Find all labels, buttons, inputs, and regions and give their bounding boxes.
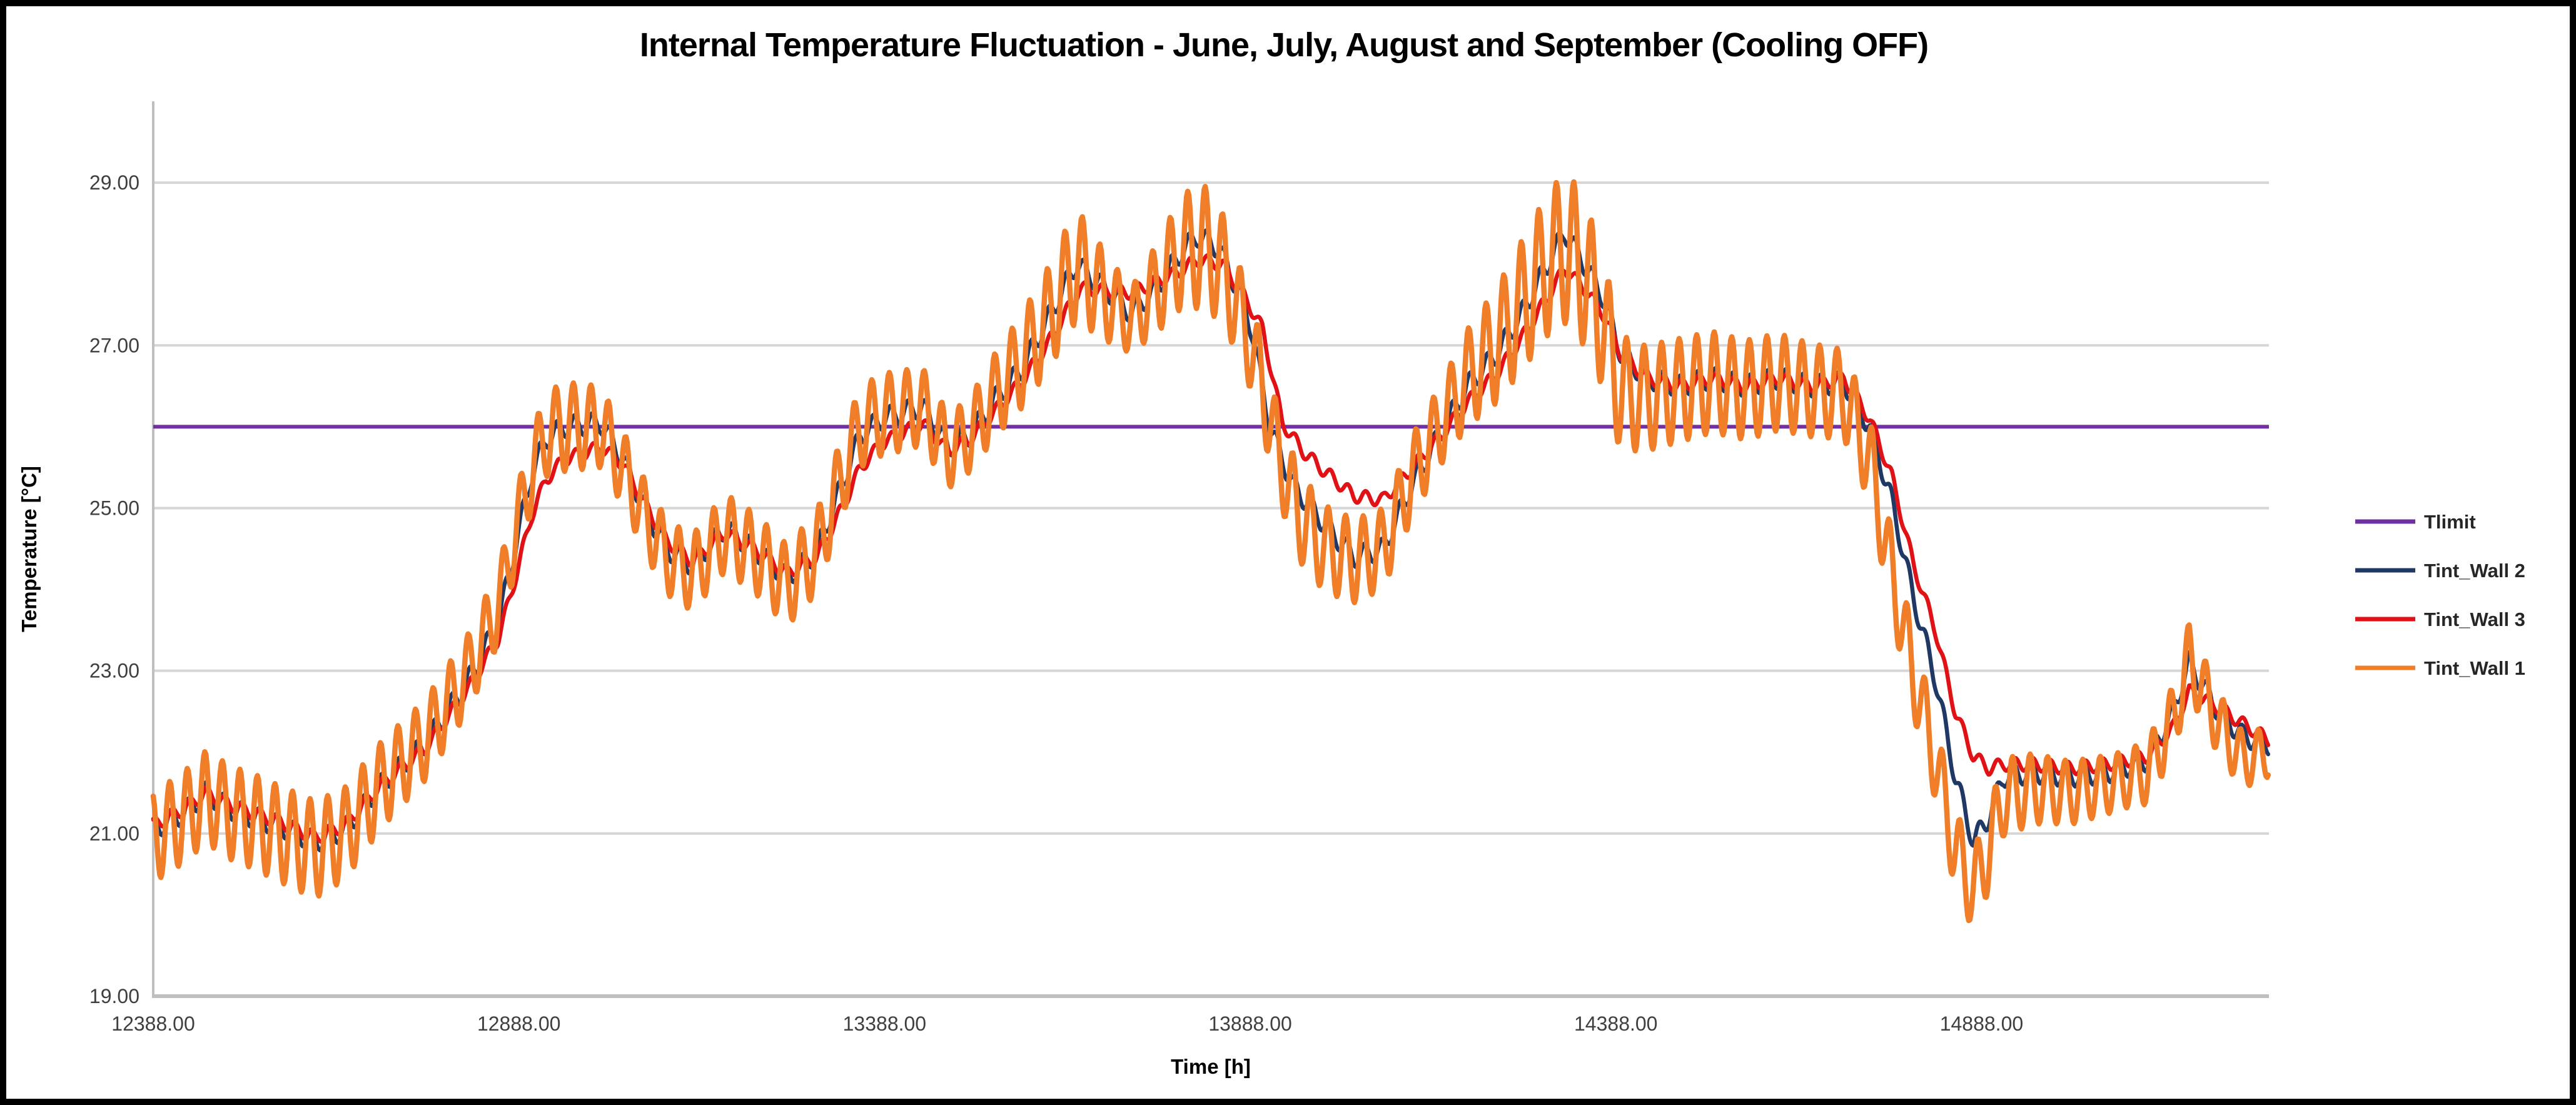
y-tick-label: 27.00: [89, 334, 139, 356]
legend-label-tint-wall-3: Tint_Wall 3: [2424, 608, 2525, 630]
chart-title: Internal Temperature Fluctuation - June,…: [640, 26, 1928, 64]
legend-label-tint-wall-2: Tint_Wall 2: [2424, 560, 2525, 582]
x-tick-label: 12388.00: [111, 1012, 194, 1035]
legend-label-tlimit: Tlimit: [2424, 511, 2476, 533]
x-tick-label: 12888.00: [477, 1012, 560, 1035]
legend-item: Tint_Wall 3: [2355, 608, 2525, 630]
axes-layer: [152, 101, 2269, 998]
x-tick-label: 13388.00: [843, 1012, 926, 1035]
legend-item: Tint_Wall 2: [2355, 560, 2525, 582]
temperature-chart: Internal Temperature Fluctuation - June,…: [18, 26, 2525, 1078]
legend-label-tint-wall-1: Tint_Wall 1: [2424, 657, 2525, 679]
legend-item: Tint_Wall 1: [2355, 657, 2525, 679]
y-tick-label: 23.00: [89, 660, 139, 682]
y-axis-title: Temperature [°C]: [18, 466, 41, 632]
y-tick-label: 25.00: [89, 497, 139, 519]
legend: Tlimit Tint_Wall 2 Tint_Wall 3 Tint_Wall 1: [2355, 511, 2525, 679]
x-tick-label: 14388.00: [1574, 1012, 1657, 1035]
gridlines-layer: 19.00 21.00 23.00 25.00 27.00 29.00 12388.00 12…: [89, 171, 2269, 1035]
series-layer: [150, 179, 2271, 924]
x-tick-label: 14888.00: [1940, 1012, 2023, 1035]
y-tick-label: 29.00: [89, 171, 139, 194]
series-line-tint-wall-1: [150, 179, 2271, 924]
y-tick-label: 21.00: [89, 822, 139, 845]
y-tick-label: 19.00: [89, 985, 139, 1007]
x-tick-label: 13888.00: [1208, 1012, 1291, 1035]
series-line-tint-wall-2: [151, 228, 2271, 852]
x-axis-title: Time [h]: [1171, 1055, 1251, 1078]
legend-item: Tlimit: [2355, 511, 2476, 533]
